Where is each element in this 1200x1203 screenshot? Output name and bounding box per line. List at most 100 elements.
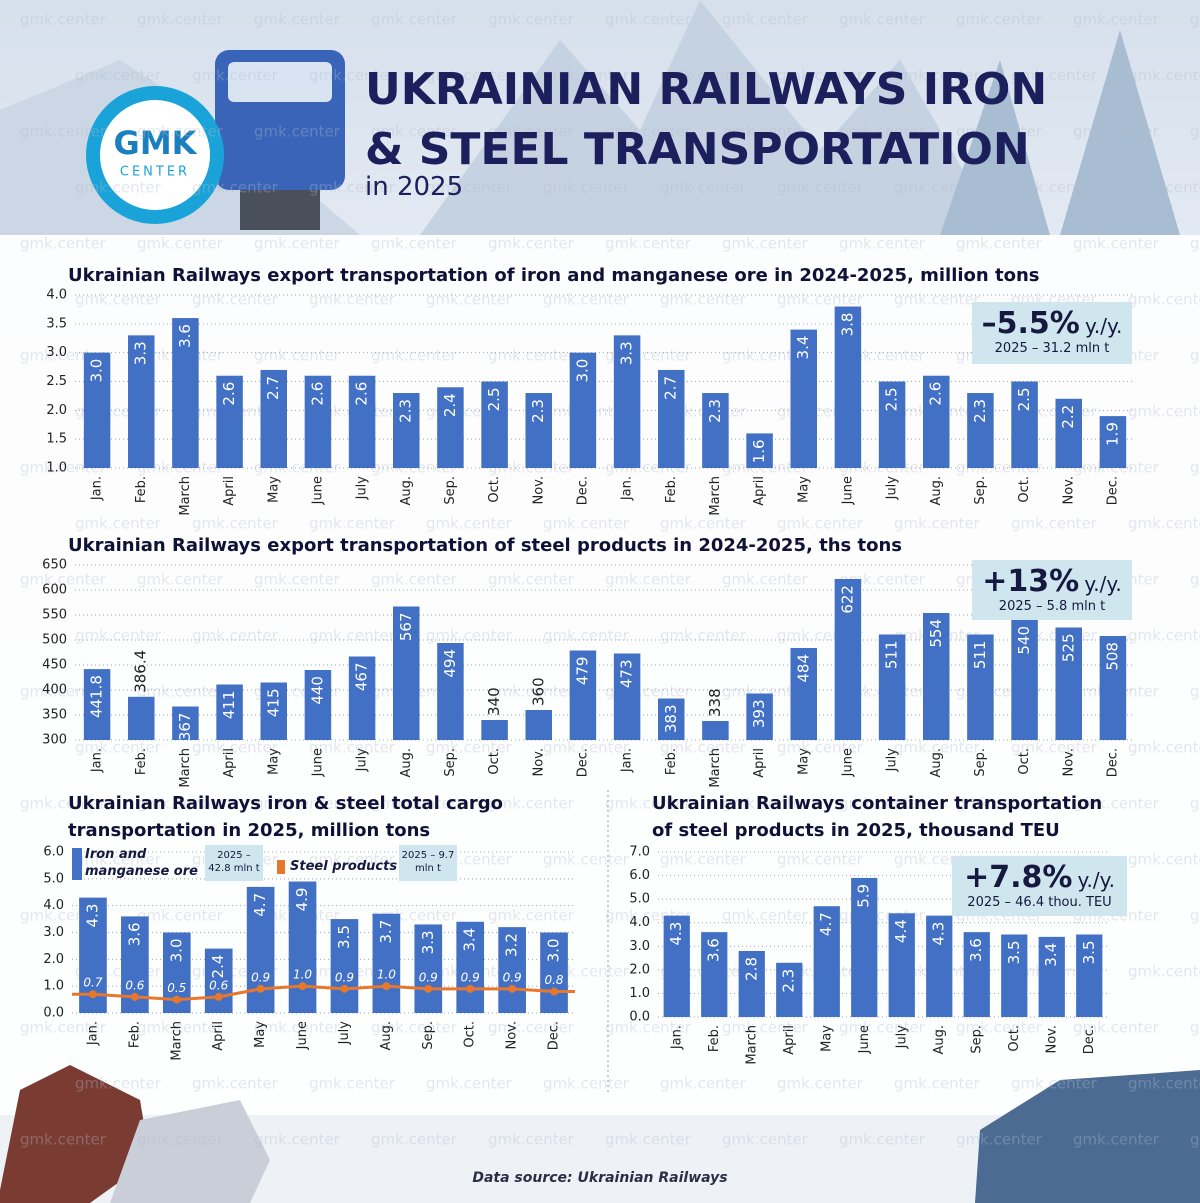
value-label: 3.5 [1080, 941, 1098, 965]
x-tick-label: July [337, 1021, 352, 1046]
watermark: gmk.center [1128, 67, 1200, 85]
value-label: 340 [485, 687, 503, 716]
point [130, 992, 139, 1001]
bar [790, 648, 817, 740]
x-tick-label: April [782, 1025, 797, 1055]
watermark: gmk.center [1128, 627, 1200, 645]
value-label: 4.3 [930, 922, 948, 946]
watermark: gmk.center [371, 795, 458, 813]
callout: +7.8% y./y. 2025 – 46.4 thou. TEU [952, 856, 1127, 916]
x-tick-label: Dec. [1105, 476, 1120, 505]
watermark: gmk.center [777, 291, 864, 309]
watermark: gmk.center [1128, 963, 1200, 981]
point [214, 992, 223, 1001]
x-tick-label: March [708, 476, 723, 516]
watermark: gmk.center [1073, 11, 1160, 29]
watermark: gmk.center [956, 123, 1043, 141]
bar [878, 634, 906, 740]
watermark: gmk.center [192, 627, 279, 645]
bar [813, 906, 840, 1017]
y-tick-label: 4.0 [43, 898, 64, 913]
watermark: gmk.center [1128, 515, 1200, 533]
watermark: gmk.center [660, 67, 747, 85]
x-tick-label: March [744, 1025, 759, 1065]
y-tick-label: 0.0 [629, 1010, 650, 1025]
value-label: 360 [529, 677, 547, 706]
value-label: 2.2 [1059, 405, 1077, 429]
watermark: gmk.center [605, 123, 692, 141]
x-tick-label: Oct. [1007, 1025, 1022, 1052]
x-tick-label: May [266, 476, 281, 503]
watermark: gmk.center [488, 1131, 575, 1149]
bar [878, 381, 906, 468]
bar [701, 932, 728, 1017]
value-label: 3.6 [176, 324, 194, 348]
trees [1060, 30, 1180, 235]
watermark: gmk.center [1011, 179, 1098, 197]
x-tick-label: Aug. [399, 476, 414, 506]
watermark: gmk.center [1073, 1131, 1160, 1149]
watermark: gmk.center [1190, 683, 1200, 701]
value-label: 2.8 [742, 957, 760, 981]
value-label: 3.6 [705, 938, 723, 962]
watermark: gmk.center [839, 1131, 926, 1149]
watermark: gmk.center [722, 795, 809, 813]
bar [437, 387, 464, 468]
watermark: gmk.center [309, 67, 396, 85]
y-tick-label: 2.0 [46, 403, 67, 418]
chart-title: Ukrainian Railways iron & steel total ca… [68, 793, 504, 841]
watermark: gmk.center [309, 627, 396, 645]
watermark: gmk.center [605, 11, 692, 29]
value-label: 4.7 [251, 893, 269, 917]
watermark: gmk.center [894, 515, 981, 533]
bar [613, 653, 641, 740]
y-tick-label: 2.0 [43, 952, 64, 967]
y-tick-label: 400 [42, 683, 67, 698]
watermark: gmk.center [1011, 739, 1098, 757]
value-label: 367 [176, 713, 194, 742]
watermark: gmk.center [839, 1019, 926, 1037]
watermark: gmk.center [1073, 123, 1160, 141]
value-label: 2.7 [662, 376, 680, 400]
x-tick-label: Nov. [1061, 748, 1076, 777]
value-label: 5.9 [855, 884, 873, 908]
value-label: 2.4 [209, 955, 227, 979]
line [72, 984, 575, 1002]
watermark: gmk.center [722, 1019, 809, 1037]
chart-title: Ukrainian Railways export transportation… [68, 265, 1040, 286]
callout-note: 2025 – 31.2 mln t [994, 341, 1110, 356]
point [424, 984, 433, 993]
value-label: 2.3 [706, 399, 724, 423]
x-tick-label: March [169, 1021, 184, 1061]
watermark: gmk.center [488, 795, 575, 813]
x-tick-label: Nov. [531, 748, 546, 777]
bar [260, 369, 287, 468]
y-tick-label: 650 [42, 558, 67, 573]
watermark: gmk.center [894, 739, 981, 757]
y-tick-label: 550 [42, 608, 67, 623]
bar [348, 656, 376, 740]
watermark: gmk.center [309, 851, 396, 869]
watermark: gmk.center [660, 851, 747, 869]
bar [1038, 936, 1065, 1017]
watermark: gmk.center [660, 291, 747, 309]
x-tick-label: June [840, 476, 855, 505]
value-label: 0.9 [503, 970, 522, 984]
y-tick-label: 450 [42, 658, 67, 673]
value-label: 3.0 [545, 939, 563, 963]
y-tick-label: 1.0 [629, 986, 650, 1001]
watermark: gmk.center [1128, 179, 1200, 197]
logo-subtext: CENTER [120, 165, 190, 180]
watermark: gmk.center [371, 123, 458, 141]
watermark: gmk.center [543, 739, 630, 757]
value-label: 3.4 [1042, 943, 1060, 967]
value-label: 554 [927, 619, 945, 648]
x-tick-label: April [222, 748, 237, 778]
value-label: 540 [1015, 626, 1033, 655]
watermark: gmk.center [722, 235, 809, 253]
watermark: gmk.center [137, 123, 224, 141]
ore [0, 1065, 1200, 1203]
x-tick-label: Sep. [421, 1021, 436, 1050]
x-tick-label: Sep. [443, 748, 458, 777]
x-tick-label: Oct. [463, 1021, 478, 1048]
